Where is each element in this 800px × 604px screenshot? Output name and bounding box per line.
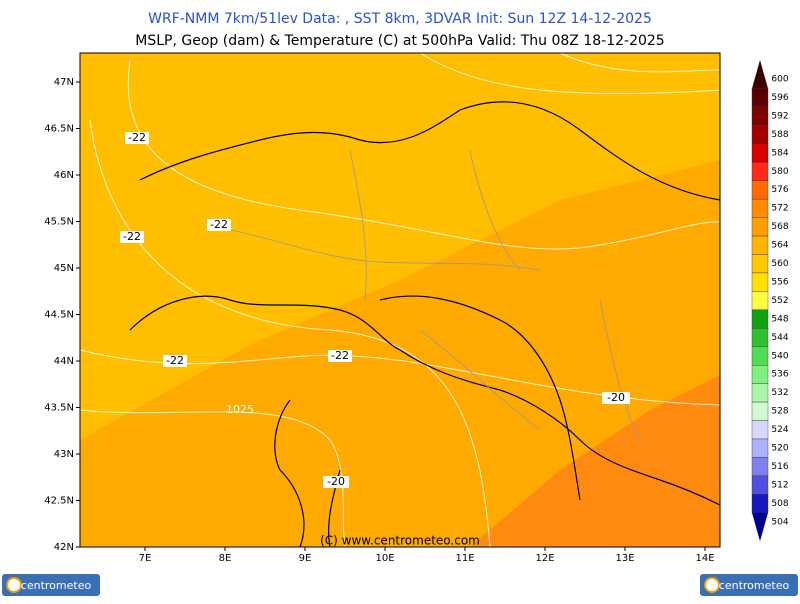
colorbar-label: 524: [771, 425, 788, 435]
lat-label: 42N: [54, 542, 74, 553]
lat-label: 46N: [54, 170, 74, 181]
colorbar-label: 548: [771, 314, 788, 324]
colorbar-label: 512: [771, 480, 788, 490]
colorbar-label: 588: [771, 130, 788, 140]
colorbar-cell: [752, 60, 768, 89]
colorbar-label: 552: [771, 296, 788, 306]
colorbar-cell: [751, 162, 769, 181]
colorbar-cell: [751, 457, 769, 477]
colorbar-cell: [752, 512, 768, 542]
contour-label: 1025: [226, 403, 254, 416]
lat-label: 42.5N: [44, 496, 74, 507]
colorbar-cell: [751, 401, 769, 421]
colorbar-cell: [751, 143, 769, 163]
lat-label: 46.5N: [44, 124, 74, 135]
borders: [129, 101, 721, 548]
colorbar: 600 596 592 588 584 580 576 572 568 564 560 556 552 5…: [751, 60, 789, 542]
map-frame: [79, 52, 721, 548]
map-axes: 47N 46.5N 46N 45.5N 45N 44.5N 44N 43.5N 43N 42.5N…: [44, 77, 714, 564]
lat-label: 43N: [54, 449, 74, 460]
lon-label: 14E: [695, 553, 714, 564]
isolines: [79, 52, 721, 548]
colorbar-cell: [751, 420, 769, 440]
colorbar-label: 528: [771, 407, 788, 417]
contour-label: -22: [123, 230, 141, 243]
colorbar-label: 580: [771, 167, 788, 177]
header-line: WRF-NMM 7km/51lev Data: , SST 8km, 3DVAR…: [148, 11, 652, 27]
colorbar-label: 556: [771, 277, 788, 287]
lon-label: 9E: [299, 553, 312, 564]
contour-label-boxes: [120, 132, 630, 488]
lon-label: 12E: [535, 553, 554, 564]
contour-label: -22: [166, 354, 184, 367]
colorbar-cell: [751, 438, 769, 458]
colorbar-label: 508: [771, 499, 788, 509]
colorbar-label: 536: [771, 370, 788, 380]
colorbar-label: 592: [771, 111, 788, 121]
colorbar-label: 576: [771, 185, 788, 195]
colorbar-cell: [751, 475, 769, 495]
colorbar-cell: [751, 328, 769, 347]
contour-label: -22: [128, 131, 146, 144]
lat-label: 44.5N: [44, 310, 74, 321]
contour-label: -20: [607, 391, 625, 404]
region-borders: [229, 149, 641, 441]
colorbar-label: 584: [771, 148, 788, 158]
colorbar-cell: [751, 198, 769, 218]
lon-label: 13E: [615, 553, 634, 564]
map: -22 -22 -22 -22 -22 -22 -20 -20 1025 (C)…: [79, 52, 721, 548]
colorbar-label: 516: [771, 462, 788, 472]
colorbar-cell: [751, 346, 769, 366]
lon-label: 10E: [375, 553, 394, 564]
lat-label: 45N: [54, 263, 74, 274]
colorbar-label: 532: [771, 388, 788, 398]
contour-label: -22: [331, 349, 349, 362]
colorbar-label: 504: [771, 517, 788, 527]
colorbar-label: 564: [771, 241, 788, 251]
lat-label: 43.5N: [44, 403, 74, 414]
colorbar-cell: [751, 254, 769, 274]
colorbar-cell: [751, 365, 769, 384]
colorbar-label: 572: [771, 204, 788, 214]
lon-label: 7E: [139, 553, 152, 564]
colorbar-cell: [751, 309, 769, 329]
colorbar-label: 520: [771, 444, 788, 454]
colorbar-label: 540: [771, 351, 788, 361]
colorbar-label: 568: [771, 222, 788, 232]
contour-label: -20: [327, 475, 345, 488]
colorbar-label: 544: [771, 333, 788, 343]
colorbar-cell: [751, 235, 769, 255]
colorbar-cell: [751, 180, 769, 200]
temperature-zone: [80, 160, 720, 547]
contour-label: -22: [210, 218, 228, 231]
colorbar-cell: [751, 217, 769, 237]
colorbar-cell: [751, 291, 769, 311]
colorbar-cell: [751, 494, 769, 514]
logo-text: centrometeo: [719, 579, 790, 592]
colorbar-label: 560: [771, 259, 788, 269]
lon-label: 8E: [219, 553, 232, 564]
lat-label: 45.5N: [44, 217, 74, 228]
logo-text: centrometeo: [21, 579, 92, 592]
lat-label: 44N: [54, 356, 74, 367]
contour-label: -22: [601, 243, 619, 256]
lat-label: 47N: [54, 77, 74, 88]
logo-left[interactable]: centrometeo: [2, 574, 100, 596]
colorbar-cell: [751, 383, 769, 403]
logo-right[interactable]: centrometeo: [700, 574, 798, 596]
colorbar-label: 600: [771, 75, 788, 85]
lon-label: 11E: [455, 553, 474, 564]
temperature-zone: [470, 375, 720, 547]
colorbar-cell: [751, 272, 769, 292]
colorbar-label: 596: [771, 93, 788, 103]
colorbar-cell: [751, 125, 769, 144]
colorbar-cell: [751, 106, 769, 126]
header-line: MSLP, Geop (dam) & Temperature (C) at 50…: [135, 33, 664, 49]
copyright: (C) www.centrometeo.com: [320, 534, 480, 548]
colorbar-cell: [751, 88, 769, 108]
